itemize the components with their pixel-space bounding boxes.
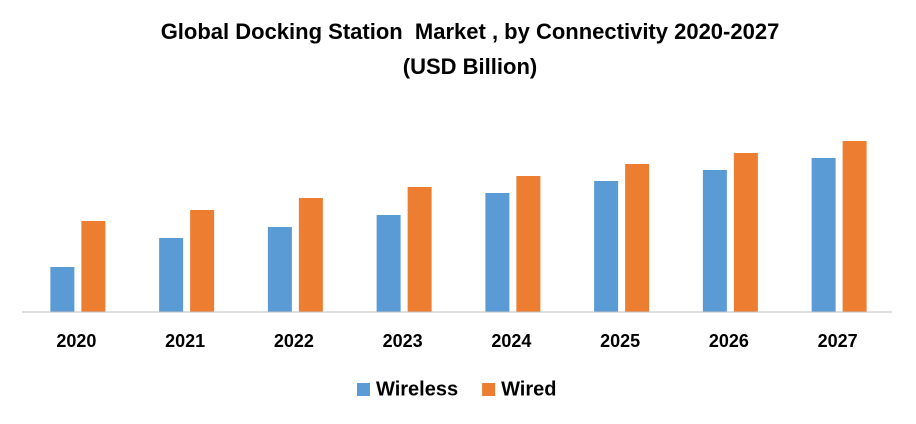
legend-swatch xyxy=(357,383,370,396)
bar xyxy=(376,215,401,312)
bar xyxy=(298,198,323,312)
legend-label: Wired xyxy=(501,378,556,400)
x-tick-label: 2023 xyxy=(383,331,423,351)
chart-title: Global Docking Station Market , by Conne… xyxy=(161,19,780,44)
bar xyxy=(407,187,432,312)
x-tick-label: 2026 xyxy=(709,331,749,351)
bar xyxy=(516,176,541,312)
x-tick-label: 2025 xyxy=(600,331,640,351)
legend-swatch xyxy=(482,383,496,396)
bar xyxy=(842,141,867,312)
x-tick-label: 2024 xyxy=(491,331,531,351)
bar xyxy=(485,193,510,312)
legend-label: Wireless xyxy=(376,378,458,400)
chart-subtitle: (USD Billion) xyxy=(403,54,537,79)
bar xyxy=(811,158,836,312)
bar xyxy=(159,238,184,312)
bar xyxy=(594,181,619,312)
bar xyxy=(81,221,106,312)
x-tick-label: 2022 xyxy=(274,331,314,351)
x-tick-label: 2020 xyxy=(56,331,96,351)
bar xyxy=(625,164,650,312)
bar xyxy=(267,227,292,312)
bar xyxy=(702,170,727,312)
x-tick-label: 2027 xyxy=(818,331,858,351)
bar xyxy=(50,267,75,312)
x-tick-label: 2021 xyxy=(165,331,205,351)
bar xyxy=(733,153,758,312)
bar xyxy=(190,210,215,312)
